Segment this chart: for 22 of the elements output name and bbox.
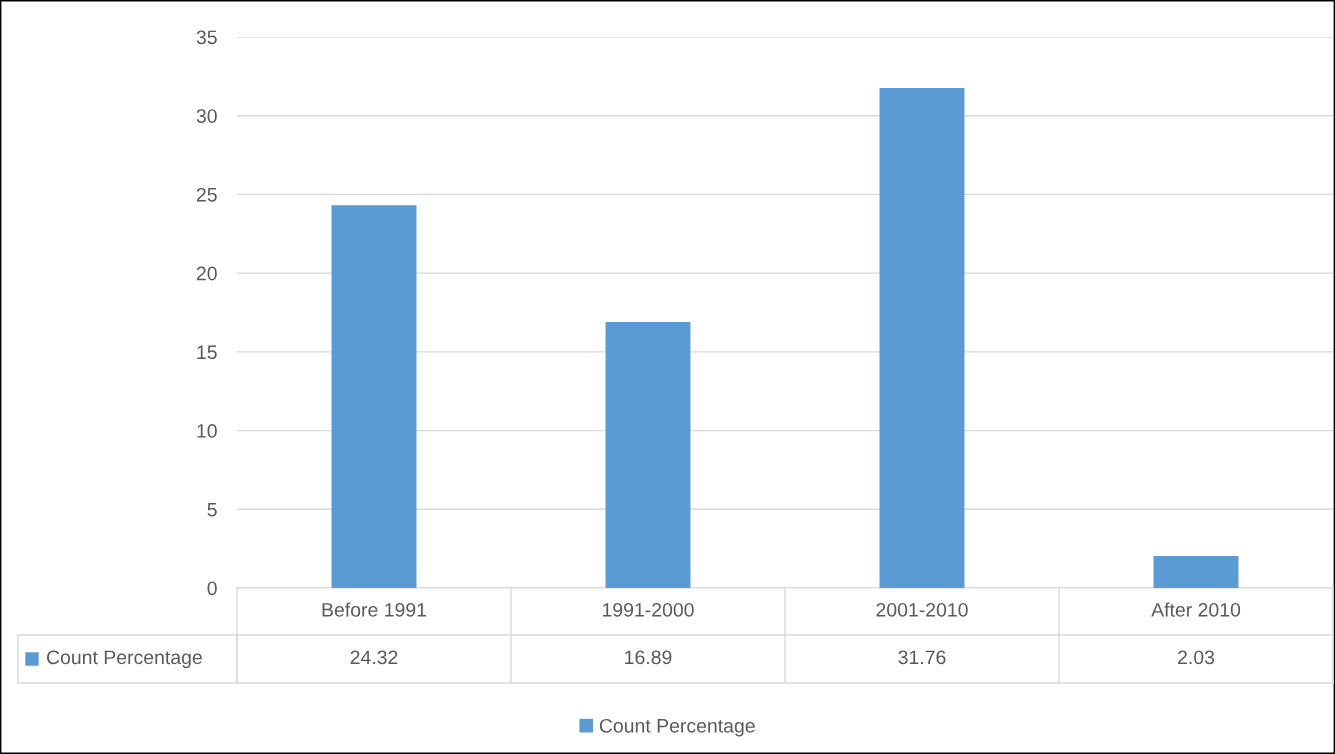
- data-label: 24.32: [350, 650, 398, 665]
- y-tick-label: 5: [207, 502, 217, 517]
- x-tick-label: 1991-2000: [602, 602, 694, 617]
- text: Count Percentage: [46, 650, 202, 669]
- y-tick-label: 10: [197, 424, 217, 438]
- x-tick-label: 2001-2010: [876, 602, 968, 617]
- bar: [1153, 556, 1239, 588]
- data-label: 31.76: [898, 650, 946, 665]
- legend-label: Count Percentage: [599, 718, 755, 737]
- data-label: 2.03: [1178, 650, 1215, 665]
- data-label: 16.89: [625, 650, 672, 665]
- y-tick-label: 20: [196, 266, 217, 281]
- x-tick-label: Before 1991: [322, 602, 427, 617]
- y-tick-label: 35: [196, 30, 217, 45]
- y-tick-label: 15: [197, 345, 217, 360]
- y-tick-label: 25: [196, 187, 217, 202]
- bar: [879, 88, 965, 588]
- y-tick-label: 30: [196, 109, 217, 123]
- bar: [605, 322, 691, 588]
- y-tick-label: 0: [207, 581, 217, 596]
- bar: [331, 205, 417, 588]
- x-tick-label: After 2010: [1151, 602, 1241, 617]
